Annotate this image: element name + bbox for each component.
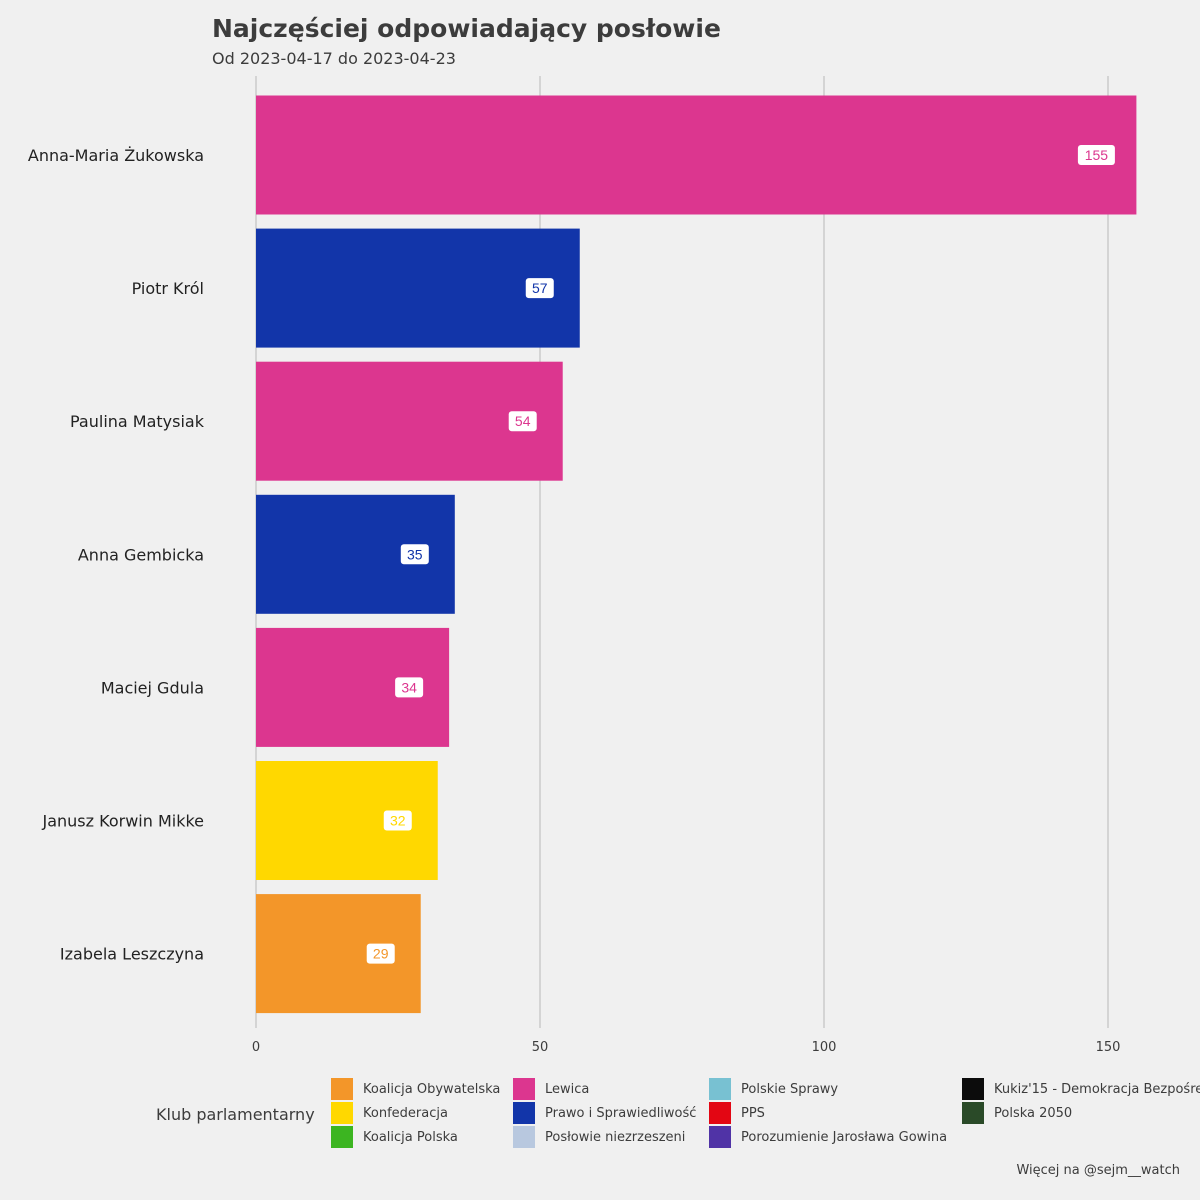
data-label-box (395, 677, 424, 698)
legend-swatch (709, 1078, 731, 1100)
legend-label: PPS (741, 1105, 765, 1121)
data-label: 35 (407, 546, 423, 562)
legend-swatch (331, 1078, 353, 1100)
legend-item: Konfederacja (331, 1102, 448, 1124)
category-label: Izabela Leszczyna (60, 945, 204, 964)
legend-swatch (962, 1078, 984, 1100)
legend-swatch (513, 1126, 535, 1148)
x-tick-label: 150 (1096, 1040, 1121, 1055)
chart-subtitle: Od 2023-04-17 do 2023-04-23 (212, 49, 456, 68)
legend-item: Prawo i Sprawiedliwość (513, 1102, 696, 1124)
data-label-box (1077, 145, 1115, 165)
legend-label: Koalicja Obywatelska (363, 1081, 501, 1097)
data-label: 155 (1085, 147, 1109, 163)
category-label: Piotr Król (132, 279, 204, 298)
data-label-box (525, 278, 554, 299)
data-label: 57 (532, 280, 548, 296)
x-tick-label: 50 (532, 1040, 549, 1055)
category-label: Maciej Gdula (101, 678, 204, 697)
data-label: 29 (373, 946, 389, 962)
data-label-box (366, 943, 395, 964)
legend-swatch (709, 1126, 731, 1148)
category-label: Anna Gembicka (78, 545, 204, 564)
legend-label: Kukiz'15 - Demokracja Bezpośrednia (994, 1081, 1200, 1097)
bar (256, 894, 421, 1014)
legend-label: Posłowie niezrzeszeni (545, 1129, 686, 1145)
data-label-box (400, 544, 429, 565)
legend-item: Porozumienie Jarosława Gowina (709, 1126, 947, 1148)
legend-label: Prawo i Sprawiedliwość (545, 1105, 697, 1121)
data-label: 32 (390, 813, 406, 829)
legend-title: Klub parlamentarny (156, 1105, 315, 1124)
category-label: Anna-Maria Żukowska (28, 146, 204, 165)
legend-swatch (513, 1102, 535, 1124)
x-tick-label: 100 (812, 1040, 837, 1055)
bar-chart: 0 50 100 150 Anna-Maria Żukowska 155 Piotr Kró… (28, 76, 1137, 1055)
data-label-box (383, 810, 412, 831)
legend-item: Posłowie niezrzeszeni (513, 1126, 685, 1148)
legend-item: PPS (709, 1102, 765, 1124)
legend-label: Lewica (545, 1081, 590, 1097)
legend-swatch (962, 1102, 984, 1124)
bar (256, 95, 1137, 215)
x-tick-label: 0 (252, 1040, 260, 1055)
legend-item: Kukiz'15 - Demokracja Bezpośrednia (962, 1078, 1200, 1100)
legend-swatch (513, 1078, 535, 1100)
legend-item: Polska 2050 (962, 1102, 1072, 1124)
legend-label: Polska 2050 (994, 1105, 1073, 1121)
legend-label: Koalicja Polska (363, 1129, 458, 1145)
category-label: Paulina Matysiak (70, 412, 205, 431)
data-label: 34 (401, 679, 417, 695)
legend-label: Konfederacja (363, 1105, 448, 1121)
legend-item: Koalicja Obywatelska (331, 1078, 500, 1100)
category-label: Janusz Korwin Mikke (42, 812, 205, 831)
data-label: 54 (515, 413, 531, 429)
legend-item: Lewica (513, 1078, 589, 1100)
chart-title: Najczęściej odpowiadający posłowie (212, 14, 721, 43)
source-caption: Więcej na @sejm__watch (1016, 1163, 1180, 1178)
legend-swatch (331, 1102, 353, 1124)
legend-label: Porozumienie Jarosława Gowina (741, 1129, 948, 1145)
legend-item: Polskie Sprawy (709, 1078, 838, 1100)
legend-label: Polskie Sprawy (741, 1081, 839, 1097)
legend-item: Koalicja Polska (331, 1126, 458, 1148)
data-label-box (508, 411, 537, 432)
legend-swatch (331, 1126, 353, 1148)
legend-swatch (709, 1102, 731, 1124)
